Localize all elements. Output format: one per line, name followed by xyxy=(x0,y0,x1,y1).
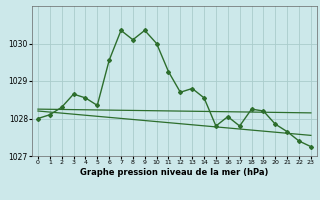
X-axis label: Graphe pression niveau de la mer (hPa): Graphe pression niveau de la mer (hPa) xyxy=(80,168,268,177)
